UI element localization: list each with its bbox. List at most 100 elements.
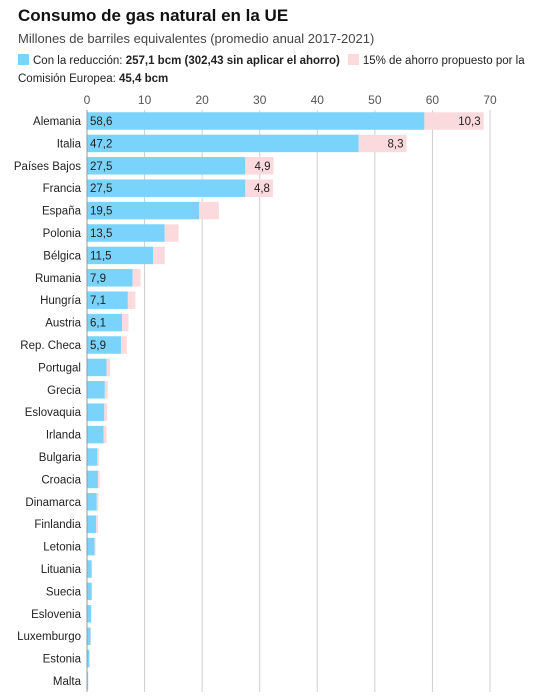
category-label: Polonia bbox=[43, 228, 82, 240]
category-label: Austria bbox=[45, 318, 81, 330]
bar-reduced bbox=[87, 672, 89, 690]
x-tick-label: 0 bbox=[84, 93, 91, 107]
category-label: Estonia bbox=[43, 654, 82, 666]
bar-reduced bbox=[87, 515, 97, 533]
category-label: Bulgaria bbox=[39, 452, 82, 464]
category-label: Dinamarca bbox=[25, 497, 81, 509]
bar-saving bbox=[103, 425, 107, 444]
bar-saving bbox=[199, 201, 219, 220]
bar-saving bbox=[245, 157, 274, 175]
chart-title: Consumo de gas natural en la UE bbox=[18, 6, 289, 25]
data-label-reduced: 11,5 bbox=[90, 250, 112, 262]
legend-swatch-reduced bbox=[18, 54, 29, 65]
bar-reduced bbox=[87, 537, 95, 556]
bar-reduced bbox=[87, 179, 246, 197]
x-tick-label: 20 bbox=[195, 93, 209, 107]
bar-reduced bbox=[87, 224, 165, 242]
category-label: Francia bbox=[43, 183, 82, 195]
category-label: Lituania bbox=[41, 564, 82, 576]
chart-legend: Con la reducción: 257,1 bcm (302,43 sin … bbox=[18, 52, 548, 88]
bar-saving bbox=[91, 605, 92, 623]
category-label: Rep. Checa bbox=[20, 340, 81, 352]
data-label-saving: 10,3 bbox=[458, 116, 480, 128]
bar-saving bbox=[91, 582, 93, 601]
bar-saving bbox=[91, 560, 93, 578]
x-tick-label: 40 bbox=[311, 93, 325, 107]
data-label-reduced: 27,5 bbox=[90, 183, 112, 195]
category-label: Bélgica bbox=[43, 250, 81, 262]
x-tick-label: 30 bbox=[253, 93, 267, 107]
category-label: Eslovenia bbox=[31, 609, 81, 621]
data-label-reduced: 7,1 bbox=[90, 295, 106, 307]
bar-saving bbox=[94, 537, 96, 556]
bar-saving bbox=[96, 515, 98, 533]
category-label: Grecia bbox=[47, 385, 81, 397]
bar-saving bbox=[358, 134, 407, 153]
bar-reduced bbox=[87, 403, 105, 421]
category-label: Eslovaquia bbox=[25, 407, 82, 419]
data-label-reduced: 6,1 bbox=[90, 318, 106, 330]
category-label: Rumania bbox=[35, 273, 82, 285]
category-label: Finlandia bbox=[34, 519, 81, 531]
data-label-reduced: 27,5 bbox=[90, 161, 112, 173]
bar-saving bbox=[96, 493, 99, 511]
bar-reduced bbox=[87, 246, 154, 265]
bar-reduced bbox=[87, 448, 98, 466]
bar-saving bbox=[106, 358, 111, 377]
data-label-reduced: 7,9 bbox=[90, 273, 106, 285]
bar-saving bbox=[97, 448, 100, 466]
category-label: Italia bbox=[57, 138, 82, 150]
category-label: Portugal bbox=[38, 362, 81, 374]
bar-reduced bbox=[87, 582, 92, 601]
legend-reduced-value: 257,1 bcm (302,43 sin aplicar el ahorro) bbox=[125, 55, 340, 67]
bar-saving bbox=[164, 224, 179, 242]
data-label-saving: 4,9 bbox=[255, 161, 271, 173]
chart-subtitle: Millones de barriles equivalentes (prome… bbox=[18, 31, 375, 46]
bar-saving bbox=[104, 403, 108, 421]
x-tick-label: 10 bbox=[138, 93, 152, 107]
category-label: Malta bbox=[53, 676, 82, 688]
bar-reduced bbox=[87, 336, 121, 354]
bar-reduced bbox=[87, 157, 246, 175]
bar-reduced bbox=[87, 627, 91, 645]
bar-reduced bbox=[87, 269, 133, 287]
legend-reduced-label: Con la reducción: bbox=[33, 55, 126, 67]
bar-reduced bbox=[87, 313, 123, 332]
bar-reduced bbox=[87, 605, 92, 623]
category-label: Irlanda bbox=[46, 430, 82, 442]
bar-saving bbox=[89, 649, 90, 668]
x-tick-label: 60 bbox=[426, 93, 440, 107]
x-tick-label: 70 bbox=[483, 93, 497, 107]
bar-saving bbox=[104, 381, 108, 399]
legend-saving-label: 15% de ahorro propuesto por la Comisión … bbox=[18, 55, 525, 85]
data-label-reduced: 13,5 bbox=[90, 228, 112, 240]
bar-saving bbox=[97, 470, 100, 489]
bar-reduced bbox=[87, 134, 359, 153]
bar-reduced bbox=[87, 291, 128, 309]
category-label: Países Bajos bbox=[14, 161, 81, 173]
legend-swatch-saving bbox=[347, 54, 359, 65]
bar-saving bbox=[122, 313, 129, 332]
data-label-reduced: 5,9 bbox=[90, 340, 106, 352]
bar-saving bbox=[245, 179, 273, 197]
bar-reduced bbox=[87, 470, 98, 489]
category-label: Letonia bbox=[43, 542, 81, 554]
bar-reduced bbox=[87, 358, 107, 377]
bar-saving bbox=[424, 112, 484, 130]
category-label: Croacia bbox=[41, 474, 81, 486]
category-label: España bbox=[42, 206, 82, 218]
data-label-reduced: 19,5 bbox=[90, 206, 112, 218]
bar-reduced bbox=[87, 493, 97, 511]
bar-reduced bbox=[87, 112, 425, 130]
bar-saving bbox=[132, 269, 141, 287]
bar-saving bbox=[120, 336, 127, 354]
x-tick-label: 50 bbox=[368, 93, 382, 107]
data-label-saving: 4,8 bbox=[254, 183, 270, 195]
data-label-reduced: 58,6 bbox=[90, 116, 112, 128]
bar-saving bbox=[127, 291, 136, 309]
bar-reduced bbox=[87, 560, 92, 578]
category-label: Alemania bbox=[33, 116, 82, 128]
bar-reduced bbox=[87, 381, 105, 399]
category-label: Suecia bbox=[46, 586, 82, 598]
